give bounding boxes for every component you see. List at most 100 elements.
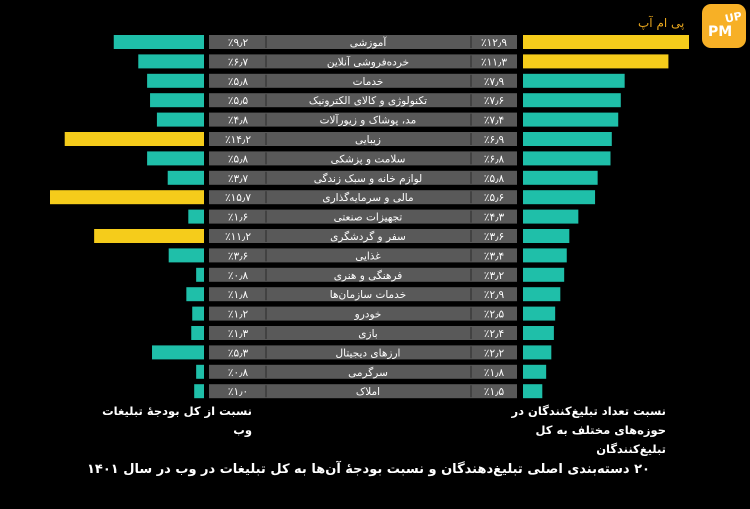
right-axis-label: نسبت تعداد تبلیغ‌کنندگان در حوزه‌های مخت… <box>511 404 666 456</box>
bar-budget-share <box>138 54 204 69</box>
bar-budget-share <box>196 364 204 379</box>
row-band <box>209 170 517 185</box>
right-bars <box>523 35 689 399</box>
advertiser-share-label: ٪۷٫۴ <box>484 115 504 127</box>
bar-budget-share <box>188 209 204 224</box>
bar-advertiser-share <box>523 54 669 69</box>
category-label: سرگرمی <box>348 366 388 379</box>
bar-budget-share <box>156 112 204 127</box>
bar-advertiser-share <box>523 170 598 185</box>
row-band <box>209 54 517 69</box>
budget-share-label: ٪۳٫۶ <box>228 250 248 262</box>
budget-share-label: ٪۱۴٫۲ <box>225 134 251 146</box>
row-band <box>209 112 517 127</box>
budget-share-label: ٪۶٫۷ <box>228 56 249 68</box>
bar-advertiser-share <box>523 151 611 166</box>
bar-advertiser-share <box>523 384 543 399</box>
bar-advertiser-share <box>523 209 579 224</box>
logo-text-small: UP <box>723 9 744 26</box>
advertiser-share-label: ٪۱۲٫۹ <box>481 37 507 49</box>
budget-share-label: ٪۳٫۷ <box>228 173 249 185</box>
bar-budget-share <box>64 132 204 146</box>
category-label: سلامت و پزشکی <box>331 153 406 165</box>
budget-share-label: ٪۰٫۸ <box>228 367 249 379</box>
category-label: آموزشی <box>350 36 388 49</box>
bar-budget-share <box>168 248 204 263</box>
bar-budget-share <box>94 229 204 243</box>
bar-budget-share <box>186 287 204 302</box>
budget-share-label: ٪۱٫۲ <box>228 309 249 321</box>
row-band <box>209 132 517 146</box>
budget-share-label: ٪۴٫۸ <box>228 115 249 127</box>
budget-share-label: ٪۱٫۳ <box>228 328 249 340</box>
bar-budget-share <box>167 170 204 185</box>
advertiser-share-label: ٪۲٫۹ <box>484 289 505 301</box>
category-label: فرهنگی و هنری <box>334 269 403 282</box>
bar-advertiser-share <box>523 287 561 302</box>
advertiser-share-label: ٪۳٫۴ <box>484 250 504 262</box>
advertiser-share-label: ٪۵٫۶ <box>484 192 504 204</box>
row-band <box>209 364 517 379</box>
row-labels: آموزشی ٪۱۲٫۹ ٪۹٫۲ خرده‌فروشی آنلاین ٪۱۱٫۳ ٪۶٫… <box>225 36 507 398</box>
category-label: زیبایی <box>355 134 381 146</box>
budget-share-label: ٪۵٫۸ <box>228 76 249 88</box>
advertiser-share-label: ٪۳٫۲ <box>484 270 505 282</box>
bar-budget-share <box>147 73 204 88</box>
budget-share-label: ٪۹٫۲ <box>228 37 249 49</box>
advertiser-share-label: ٪۷٫۶ <box>484 95 504 107</box>
advertiser-share-label: ٪۷٫۹ <box>484 76 505 88</box>
advertiser-share-label: ٪۵٫۸ <box>484 173 505 185</box>
advertiser-share-label: ٪۴٫۳ <box>484 212 505 224</box>
row-band <box>209 306 517 321</box>
row-band <box>209 35 517 49</box>
bar-budget-share <box>152 345 204 360</box>
brand-logo: PM UP <box>702 4 746 48</box>
row-bands <box>209 35 517 399</box>
bar-budget-share <box>147 151 204 166</box>
bar-advertiser-share <box>523 132 612 146</box>
bar-advertiser-share <box>523 73 625 88</box>
bar-budget-share <box>196 267 204 282</box>
category-label: غذایی <box>355 250 381 262</box>
category-label: بازی <box>358 328 377 340</box>
row-band <box>209 326 517 340</box>
bar-advertiser-share <box>523 248 567 263</box>
category-label: تجهیزات صنعتی <box>334 212 403 224</box>
category-label: خرده‌فروشی آنلاین <box>327 55 409 68</box>
advertiser-share-label: ٪۲٫۵ <box>484 309 505 321</box>
budget-share-label: ٪۱۵٫۷ <box>225 192 251 204</box>
bar-advertiser-share <box>523 306 556 321</box>
category-label: تکنولوژی و کالای الکترونیک <box>309 95 427 107</box>
budget-share-label: ٪۵٫۳ <box>228 347 249 359</box>
advertiser-share-label: ٪۱٫۸ <box>484 367 505 379</box>
budget-share-label: ٪۵٫۵ <box>228 95 249 107</box>
category-label: مد، پوشاک و زیورآلات <box>320 114 417 127</box>
row-band <box>209 190 517 205</box>
row-band <box>209 267 517 282</box>
bar-advertiser-share <box>523 35 689 49</box>
budget-share-label: ٪۱۱٫۲ <box>225 231 251 243</box>
row-band <box>209 73 517 88</box>
bar-advertiser-share <box>523 93 621 108</box>
bar-budget-share <box>194 384 204 399</box>
bar-advertiser-share <box>523 190 596 205</box>
row-band <box>209 151 517 166</box>
row-band <box>209 287 517 302</box>
category-label: ارزهای دیجیتال <box>336 347 401 359</box>
watermark-text: پی ام آپ <box>638 16 685 30</box>
logo-text-main: PM <box>708 24 733 40</box>
bar-budget-share <box>192 306 204 321</box>
category-label: لوازم خانه و سبک زندگی <box>314 172 422 185</box>
bar-budget-share <box>150 93 204 108</box>
bar-advertiser-share <box>523 112 619 127</box>
bar-budget-share <box>191 326 204 340</box>
budget-share-label: ٪۱٫۰ <box>228 386 248 398</box>
left-bars <box>50 35 204 399</box>
bar-budget-share <box>50 190 204 205</box>
advertiser-share-label: ٪۶٫۸ <box>484 153 505 165</box>
chart-title: ۲۰ دسته‌بندی اصلی تبلیغ‌دهندگان و نسبت ب… <box>86 462 650 477</box>
row-band <box>209 384 517 399</box>
budget-share-label: ٪۱٫۸ <box>228 289 249 301</box>
advertiser-share-label: ٪۳٫۶ <box>484 231 504 243</box>
